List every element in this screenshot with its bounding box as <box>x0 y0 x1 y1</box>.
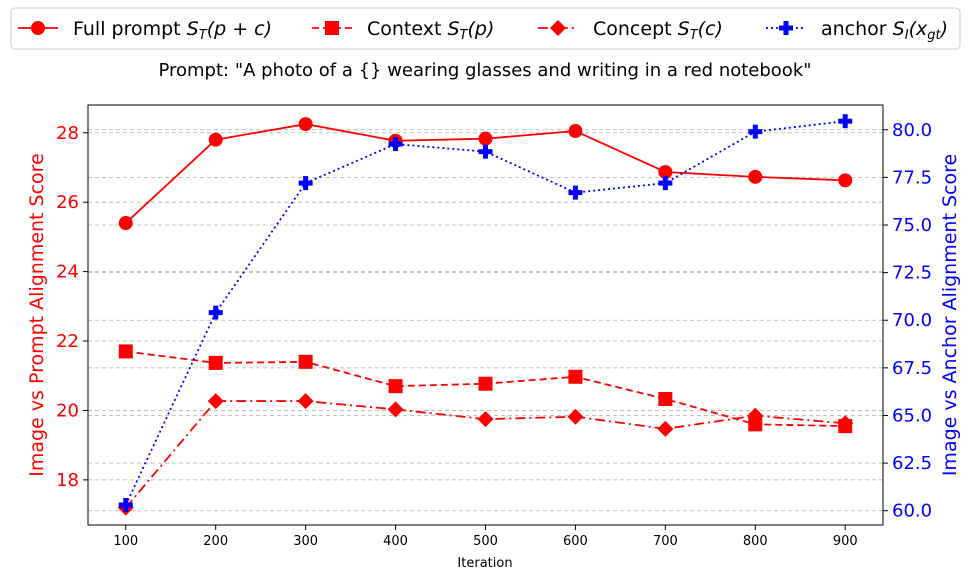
legend: Full prompt ST(p + c) Context ST(p) Concep… <box>10 7 961 50</box>
legend-label: Context ST(p) <box>367 18 494 43</box>
data-point-context <box>298 354 313 369</box>
y-tick-label-right: 77.5 <box>892 167 932 188</box>
y-tick-label-left: 26 <box>56 192 79 213</box>
data-point-full <box>838 173 853 188</box>
data-point-context <box>118 344 133 359</box>
y-tick-label-left: 22 <box>56 331 79 352</box>
legend-item-concept: Concept ST(c) <box>538 18 723 43</box>
x-axis-label: Iteration <box>457 556 512 571</box>
data-point-full <box>208 132 223 147</box>
data-point-full <box>748 169 763 184</box>
data-point-full <box>118 216 133 231</box>
y-axis-left: 18 20 22 24 26 28 <box>56 123 88 491</box>
legend-swatch-marker <box>325 21 339 35</box>
series-line-concept <box>125 400 846 509</box>
legend-label: Full prompt ST(p + c) <box>73 18 272 43</box>
legend-frame <box>10 7 961 50</box>
legend-item-anchor: anchor SI(xgt) <box>766 18 948 43</box>
x-axis: 100 200 300 400 500 600 700 800 900 <box>113 525 858 549</box>
data-point-concept <box>387 401 404 418</box>
y-tick-label-left: 18 <box>56 470 79 491</box>
y-tick-label-left: 28 <box>56 123 79 144</box>
data-point-context <box>658 392 673 406</box>
data-point-concept <box>747 407 764 424</box>
y-tick-label-left: 24 <box>56 262 79 283</box>
grid <box>88 129 883 512</box>
y-tick-label-left: 20 <box>56 400 79 421</box>
plot-frame <box>87 104 884 526</box>
y-axis-label-left: Image vs Prompt Alignment Score <box>26 153 48 477</box>
x-tick-label: 500 <box>473 534 498 549</box>
data-point-anchor <box>478 144 493 159</box>
data-point-full <box>568 124 583 139</box>
series-context <box>118 344 853 434</box>
y-axis-label-right: Image vs Anchor Alignment Score <box>939 154 961 476</box>
chart-title: Prompt: "A photo of a {} wearing glasses… <box>158 60 811 81</box>
data-point-anchor <box>118 498 133 512</box>
x-tick-label: 400 <box>383 534 408 549</box>
data-point-concept <box>477 411 494 428</box>
y-tick-label-right: 75.0 <box>892 215 932 236</box>
x-tick-label: 300 <box>293 534 318 549</box>
data-point-anchor <box>298 176 313 191</box>
data-point-concept <box>297 393 314 410</box>
series-full <box>118 117 853 231</box>
series-concept <box>117 393 854 516</box>
data-point-context <box>568 369 583 384</box>
data-point-anchor <box>388 137 403 152</box>
data-point-anchor <box>568 185 583 200</box>
y-tick-label-right: 72.5 <box>892 263 932 284</box>
legend-label: anchor SI(xgt) <box>821 18 948 43</box>
data-point-context <box>208 355 223 370</box>
y-tick-label-right: 65.0 <box>892 405 932 426</box>
data-point-anchor <box>208 305 223 320</box>
series-layer <box>117 114 854 516</box>
legend-label: Concept ST(c) <box>593 18 723 43</box>
y-tick-label-right: 60.0 <box>892 501 932 522</box>
y-tick-label-right: 62.5 <box>892 453 932 474</box>
data-point-full <box>658 164 673 179</box>
x-tick-label: 800 <box>743 534 768 549</box>
legend-swatch-marker <box>31 21 45 35</box>
y-tick-label-right: 70.0 <box>892 310 932 331</box>
x-tick-label: 200 <box>203 534 228 549</box>
legend-swatch-marker <box>779 21 793 35</box>
legend-item-full: Full prompt ST(p + c) <box>18 18 272 43</box>
x-tick-label: 700 <box>653 534 678 549</box>
data-point-context <box>388 379 403 394</box>
y-tick-label-right: 80.0 <box>892 120 932 141</box>
data-point-anchor <box>658 176 673 191</box>
series-anchor <box>118 114 853 512</box>
y-tick-label-right: 67.5 <box>892 358 932 379</box>
data-point-concept <box>567 408 584 425</box>
series-line-anchor <box>124 120 846 506</box>
data-point-context <box>478 376 493 391</box>
data-point-context <box>748 417 763 432</box>
x-tick-label: 600 <box>563 534 588 549</box>
data-point-concept <box>207 393 224 410</box>
x-tick-label: 100 <box>113 534 138 549</box>
data-point-anchor <box>748 124 763 139</box>
data-point-concept <box>657 420 674 437</box>
data-point-concept <box>837 415 854 432</box>
x-tick-label: 900 <box>833 534 858 549</box>
data-point-full <box>298 117 313 132</box>
legend-item-context: Context ST(p) <box>312 18 494 43</box>
legend-swatch-marker <box>550 20 566 36</box>
data-point-anchor <box>838 114 853 129</box>
y-axis-right: 60.0 62.5 65.0 67.5 70.0 72.5 75.0 77.5 80.0 <box>883 120 932 522</box>
data-point-full <box>478 131 493 146</box>
